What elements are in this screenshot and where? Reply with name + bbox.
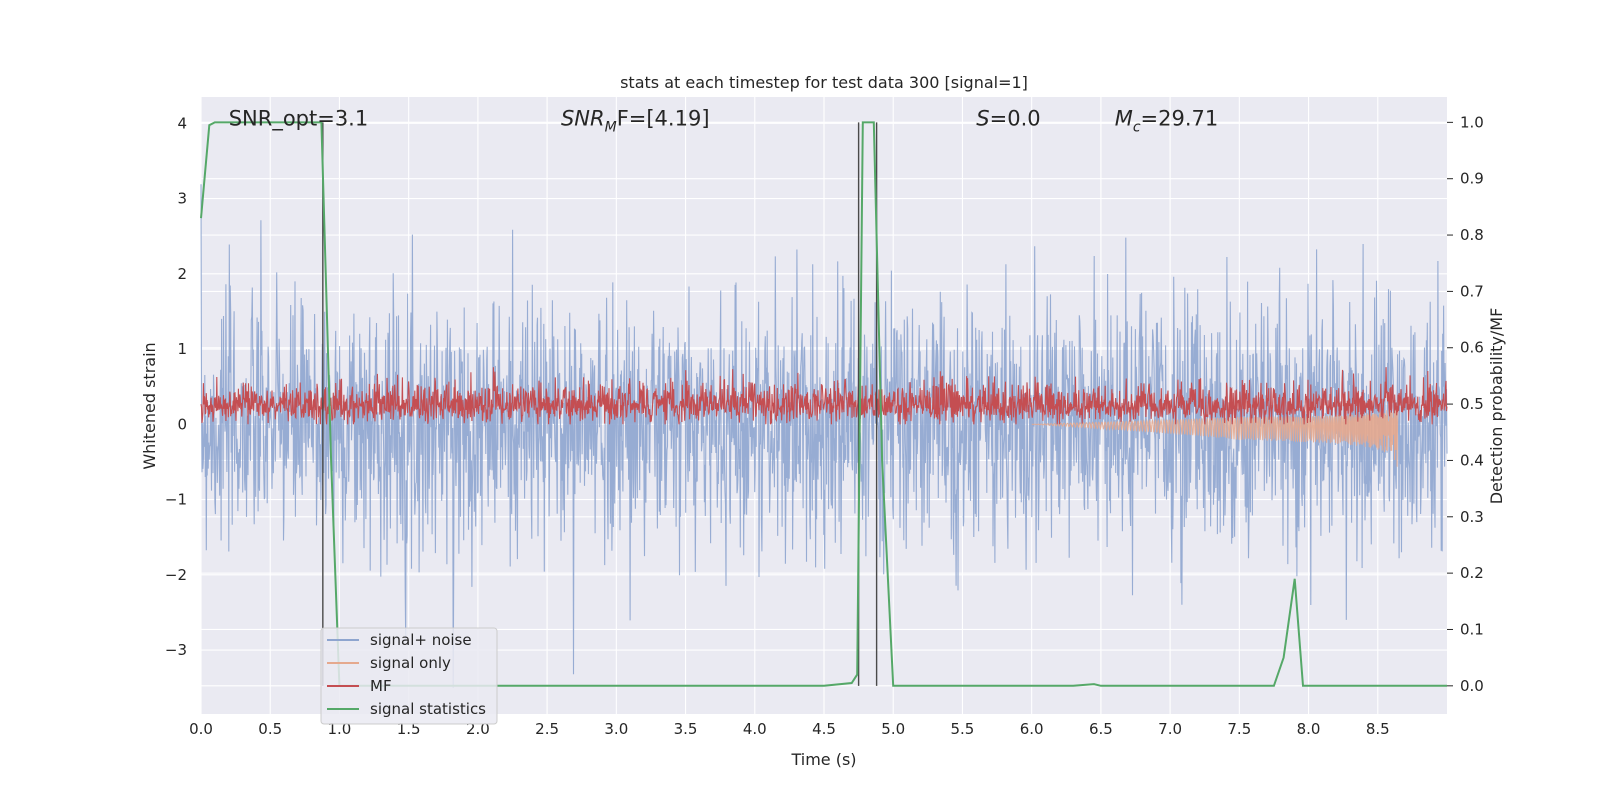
y-tick-label-right: 0.0 — [1460, 677, 1484, 695]
x-tick-label: 3.0 — [604, 720, 628, 738]
series-signal-only — [1031, 394, 1400, 467]
x-tick-label: 4.0 — [743, 720, 767, 738]
annotations: SNR_opt=3.1 SNRMF=[4.19] S=0.0 Mc=29.71 — [229, 106, 1219, 135]
tick-labels: 0.0 0.5 1.0 1.5 2.0 2.5 3.0 3.5 4.0 4.5 5.0 5.5 6.0 6… — [165, 113, 1484, 738]
legend-label: MF — [370, 677, 392, 695]
x-tick-label: 8.5 — [1366, 720, 1390, 738]
y-tick-label-left: −1 — [165, 491, 187, 509]
chart-title: stats at each timestep for test data 300… — [620, 73, 1028, 92]
series-signal-statistics — [200, 121, 1447, 687]
x-tick-label: 0.0 — [189, 720, 213, 738]
x-axis-label: Time (s) — [790, 750, 856, 769]
annotation-3: S=0.0 — [976, 106, 1040, 130]
y-tick-label-right: 0.6 — [1460, 339, 1484, 357]
y-tick-label-right: 0.3 — [1460, 508, 1484, 526]
y-tick-label-left: 4 — [177, 114, 187, 132]
y-axis-label-right: Detection probability/MF — [1487, 308, 1506, 505]
x-tick-label: 2.5 — [535, 720, 559, 738]
x-tick-label: 5.0 — [881, 720, 905, 738]
legend-label: signal only — [370, 654, 451, 672]
x-tick-label: 8.0 — [1297, 720, 1321, 738]
series-layer — [200, 184, 1448, 689]
legend-label: signal statistics — [370, 700, 486, 718]
x-tick-label: 6.5 — [1089, 720, 1113, 738]
y-tick-label-right: 0.8 — [1460, 226, 1484, 244]
legend-box — [320, 627, 498, 725]
y-axis-label-left: Whitened strain — [140, 342, 159, 469]
x-tick-label: 7.5 — [1227, 720, 1251, 738]
annotation-1: SNR_opt=3.1 — [229, 106, 369, 131]
x-tick-label: 5.5 — [951, 720, 975, 738]
legend: signal+ noise signal only MF signal statist… — [320, 627, 498, 725]
x-tick-label: 7.0 — [1158, 720, 1182, 738]
x-tick-label: 6.0 — [1020, 720, 1044, 738]
y-tick-label-right: 0.4 — [1460, 451, 1484, 469]
y-tick-label-left: −3 — [165, 641, 187, 659]
y-tick-label-right: 0.1 — [1460, 620, 1484, 638]
y-tick-label-right: 0.2 — [1460, 564, 1484, 582]
legend-label: signal+ noise — [370, 631, 472, 649]
x-tick-label: 4.5 — [812, 720, 836, 738]
x-tick-label: 3.5 — [674, 720, 698, 738]
y-tick-label-left: 1 — [177, 340, 187, 358]
y-tick-label-left: 3 — [177, 190, 187, 208]
y-tick-label-right: 0.5 — [1460, 395, 1484, 413]
x-tick-label: 0.5 — [258, 720, 282, 738]
y-tick-label-left: −2 — [165, 566, 187, 584]
annotation-2: SNRMF=[4.19] — [561, 106, 710, 135]
y-tick-label-right: 0.9 — [1460, 170, 1484, 188]
y-tick-label-right: 1.0 — [1460, 113, 1484, 131]
annotation-4: Mc=29.71 — [1115, 106, 1219, 135]
series-mf — [200, 367, 1448, 425]
y-tick-label-right: 0.7 — [1460, 282, 1484, 300]
y-tick-label-left: 0 — [177, 415, 187, 433]
signal-statistics-layer — [200, 121, 1447, 687]
y-tick-label-left: 2 — [177, 265, 187, 283]
